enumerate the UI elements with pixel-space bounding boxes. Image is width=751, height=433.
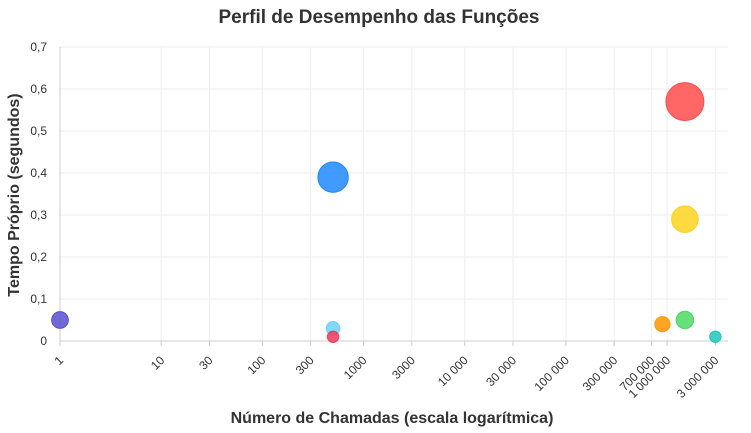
data-points (51, 82, 722, 343)
chart-title: Perfil de Desempenho das Funções (219, 7, 540, 28)
bubble-point (317, 161, 349, 193)
y-tick-label: 0,7 (30, 40, 47, 54)
x-tick-label: 100 000 (531, 353, 572, 394)
y-tick-label: 0,2 (30, 250, 47, 264)
x-tick-label: 1000 (341, 353, 370, 382)
y-tick-label: 0,3 (30, 208, 47, 222)
y-tick-label: 0 (40, 334, 47, 348)
y-tick-label: 0,4 (30, 166, 47, 180)
x-tick-label: 1 (51, 353, 66, 368)
x-tick-label: 30 000 (483, 353, 519, 389)
y-tick-label: 0,6 (30, 82, 47, 96)
bubble-point (665, 82, 705, 122)
x-tick-label: 100 (244, 353, 268, 377)
y-tick-label: 0,5 (30, 124, 47, 138)
y-tick-label: 0,1 (30, 292, 47, 306)
y-axis-label: Tempo Próprio (segundos) (6, 93, 23, 296)
bubble-point (326, 330, 340, 343)
bubble-point (51, 311, 69, 329)
x-tick-label: 30 (196, 353, 216, 373)
bubble-point (709, 330, 722, 343)
x-tick-label: 3000 (389, 353, 418, 382)
x-tick-label: 300 000 (580, 353, 621, 394)
x-tick-label: 10 (148, 353, 168, 373)
grid (59, 46, 728, 342)
x-axis-label: Número de Chamadas (escala logarítmica) (231, 410, 554, 427)
bubble-point (675, 310, 695, 330)
bubble-point (671, 205, 699, 233)
x-tick-label: 300 (293, 353, 317, 377)
bubble-point (654, 316, 671, 333)
x-tick-label: 3 000 000 (674, 353, 722, 401)
x-tick-label: 10 000 (435, 353, 471, 389)
axes: 0 0,1 0,2 0,3 0,4 0,5 0,6 0,7 1 10 30 100 300 1000 300… (30, 40, 728, 401)
